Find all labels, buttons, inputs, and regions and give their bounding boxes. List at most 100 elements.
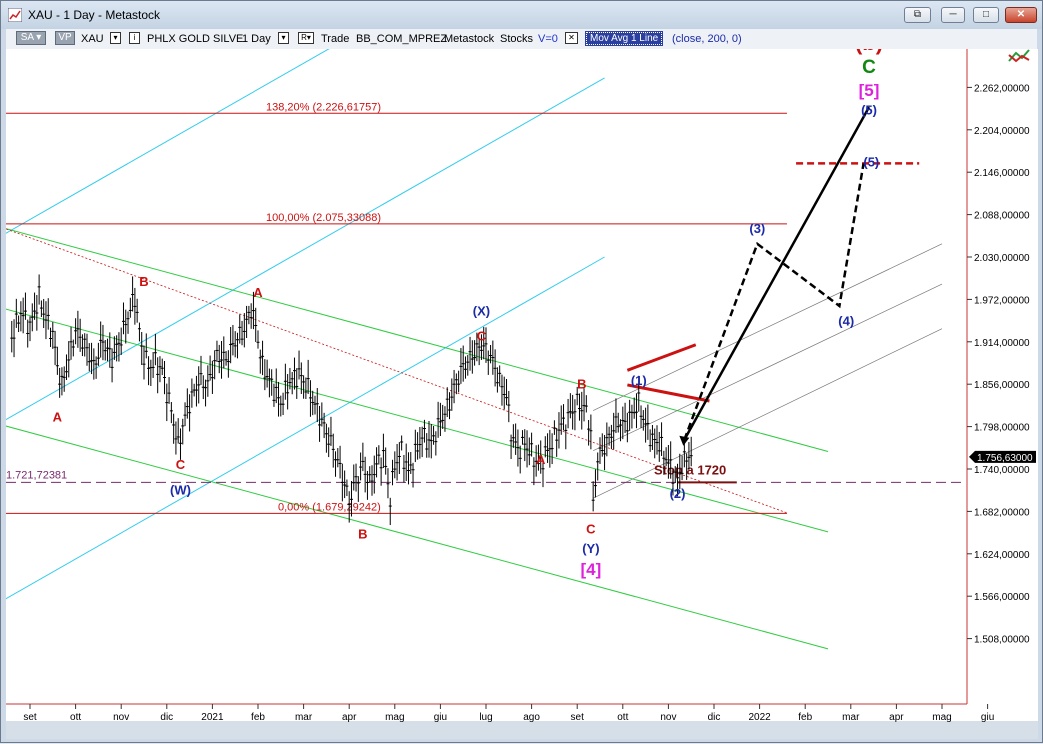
x-tick-label: giu <box>981 712 994 723</box>
stop-level-label: 1.721,72381 <box>6 469 67 481</box>
wave-label: (Y) <box>582 541 599 556</box>
x-tick-label: mag <box>385 712 404 723</box>
remove-indicator-icon[interactable]: ✕ <box>565 32 578 44</box>
projection-solid-path <box>683 106 871 441</box>
red-dotted-trendline <box>6 228 788 514</box>
y-axis-panel <box>966 49 1038 739</box>
wave-label: [5] <box>859 81 880 100</box>
vp-button[interactable]: VP <box>55 31 75 45</box>
y-tick-label: 1.856,00000 <box>974 380 1030 391</box>
fib-level-label: 138,20% (2.226,61757) <box>266 101 381 113</box>
wave-label: (3) <box>749 221 765 236</box>
x-tick-label: set <box>571 712 585 723</box>
wave-label: (1) <box>631 373 647 388</box>
period-dropdown-icon[interactable]: ▾ <box>278 32 289 44</box>
projection-dashed-path <box>683 163 865 441</box>
y-tick-label: 1.508,00000 <box>974 635 1030 646</box>
wave-label: B <box>358 526 367 541</box>
x-tick-label: mag <box>932 712 951 723</box>
symbol-label: XAU <box>81 33 104 45</box>
sa-button[interactable]: SA ▾ <box>16 31 46 45</box>
wave-label: (2) <box>670 486 686 501</box>
y-tick-label: 2.262,00000 <box>974 83 1030 94</box>
symbol-dropdown-icon[interactable]: ▾ <box>110 32 121 44</box>
security-info-icon[interactable]: i <box>129 32 140 44</box>
maximize-button[interactable]: □ <box>973 7 999 23</box>
status-strip <box>6 721 1038 739</box>
x-tick-label: feb <box>251 712 265 723</box>
x-tick-label: dic <box>708 712 721 723</box>
x-tick-label: nov <box>113 712 129 723</box>
wave-label: (5) <box>861 102 877 117</box>
x-tick-label: ott <box>70 712 81 723</box>
wave-label: A <box>536 452 546 467</box>
wave-label: C <box>586 521 596 536</box>
wave-label: (b) <box>855 49 883 55</box>
breakout-mark-lower <box>627 383 710 403</box>
x-tick-label: dic <box>160 712 173 723</box>
y-tick-label: 1.798,00000 <box>974 423 1030 434</box>
volume-label: V=0 <box>538 33 558 45</box>
wave-label: (5) <box>863 154 879 169</box>
minimize-button[interactable]: ─ <box>941 7 965 23</box>
x-tick-label: lug <box>479 712 492 723</box>
x-tick-label: ago <box>523 712 540 723</box>
wave-label: C <box>862 57 876 78</box>
category-label: Stocks <box>500 33 534 45</box>
x-tick-label: 2022 <box>748 712 771 723</box>
gray-channel-middle <box>593 283 943 452</box>
x-tick-label: 2021 <box>201 712 224 723</box>
x-tick-label: mar <box>295 712 313 723</box>
chart-tool-icon-red <box>1008 54 1030 63</box>
chart-toolbar: SA ▾ VP XAU ▾ i PHLX GOLD SILVE 1 Day ▾ … <box>6 29 1037 49</box>
y-tick-label: 1.624,00000 <box>974 550 1030 561</box>
x-tick-label: giu <box>434 712 447 723</box>
y-tick-label: 2.030,00000 <box>974 253 1030 264</box>
last-price-tag <box>969 450 1036 463</box>
chart-background <box>6 49 1038 739</box>
fib-level-label: 0,00% (1.679,29242) <box>278 501 381 513</box>
x-tick-label: mar <box>842 712 860 723</box>
wave-label: (W) <box>170 483 191 498</box>
period-label: 1 Day <box>242 33 271 45</box>
wave-label: (4) <box>838 314 854 329</box>
close-button[interactable]: ✕ <box>1005 7 1037 23</box>
wave-label: [4] <box>580 560 601 579</box>
y-tick-label: 1.682,00000 <box>974 507 1030 518</box>
green-channel-middle <box>6 308 829 533</box>
source-label: Metastock <box>444 33 495 45</box>
y-tick-label: 1.914,00000 <box>974 338 1030 349</box>
trade-label[interactable]: Trade <box>321 33 350 45</box>
last-price-label: 1.756,63000 <box>977 453 1033 464</box>
wave-label: A <box>53 409 63 424</box>
stop-note: Stop a 1720 <box>654 462 726 477</box>
price-chart[interactable]: 138,20% (2.226,61757) 100,00% (2.075,3308… <box>6 49 1038 739</box>
green-channel-upper <box>6 228 829 452</box>
plot-layer: 138,20% (2.226,61757) 100,00% (2.075,3308… <box>6 49 966 650</box>
x-tick-label: nov <box>660 712 676 723</box>
projection-arrowhead <box>679 435 690 446</box>
chart-area[interactable]: 138,20% (2.226,61757) 100,00% (2.075,3308… <box>6 49 1038 739</box>
wave-label: (X) <box>473 303 490 318</box>
y-tick-label: 2.088,00000 <box>974 211 1030 222</box>
cyan-channel-middle <box>6 77 605 421</box>
x-tick-label: feb <box>798 712 812 723</box>
fib-level-label: 100,00% (2.075,33088) <box>266 212 381 224</box>
x-tick-label: apr <box>342 712 357 723</box>
indicator-label[interactable]: Mov Avg 1 Line <box>584 31 664 46</box>
restore-layout-button[interactable]: ⧉ <box>904 7 931 23</box>
x-tick-label: set <box>23 712 37 723</box>
refresh-icon[interactable]: R▾ <box>298 32 314 44</box>
x-tick-label: apr <box>889 712 904 723</box>
wave-label: C <box>176 457 186 472</box>
x-tick-label: ott <box>617 712 628 723</box>
wave-label: B <box>577 377 586 392</box>
cyan-channel-upper <box>6 49 330 234</box>
symbol-name: PHLX GOLD SILVE <box>147 33 244 45</box>
y-tick-label: 2.204,00000 <box>974 126 1030 137</box>
green-channel-lower <box>6 425 829 650</box>
cyan-channel-lower <box>6 256 605 600</box>
wave-label: B <box>139 274 148 289</box>
y-tick-label: 2.146,00000 <box>974 168 1030 179</box>
y-tick-label: 1.566,00000 <box>974 592 1030 603</box>
